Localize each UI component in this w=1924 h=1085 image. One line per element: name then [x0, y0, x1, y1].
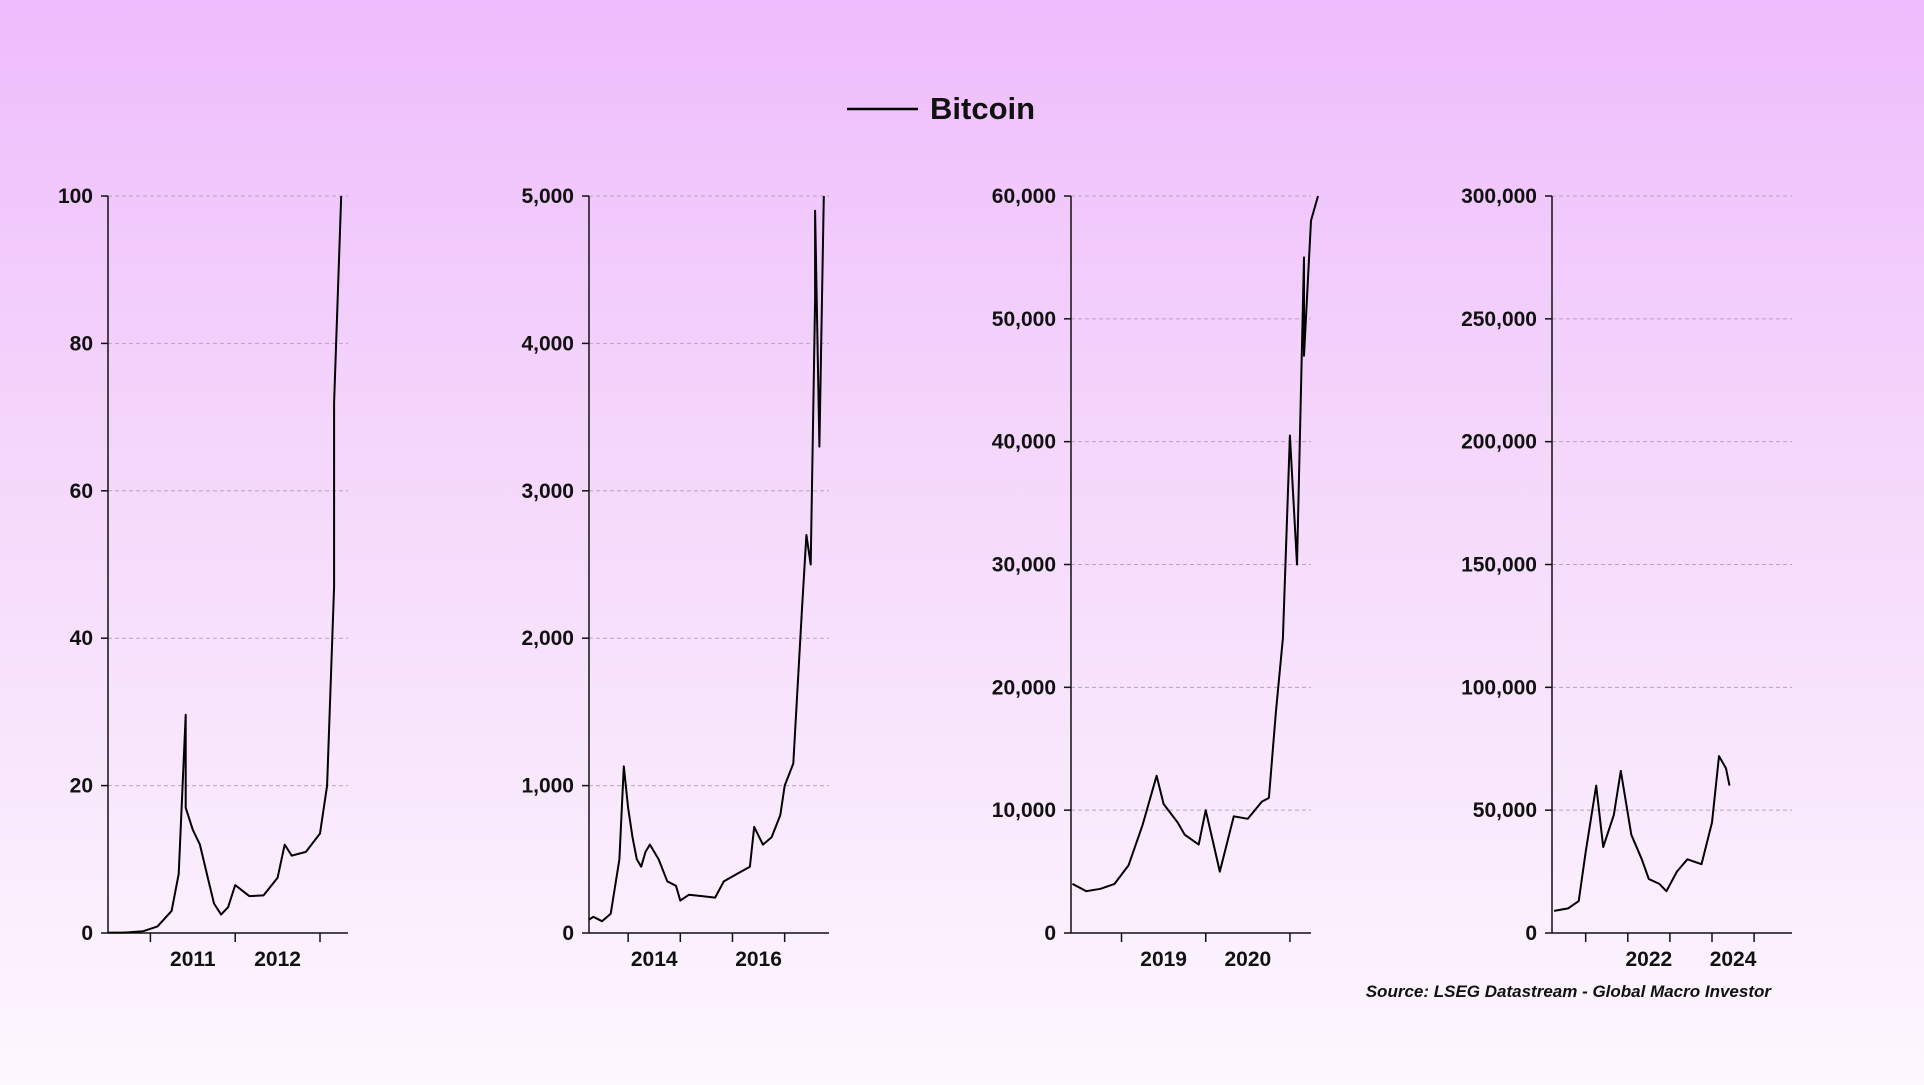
- y-tick-label: 0: [562, 922, 574, 945]
- series-line-bitcoin: [588, 195, 825, 923]
- y-tick-label: 200,000: [1461, 431, 1537, 454]
- x-tick-label: 2019: [1140, 948, 1187, 971]
- y-tick-label: 5,000: [521, 185, 574, 208]
- y-tick-label: 10,000: [992, 799, 1056, 822]
- y-tick-label: 250,000: [1461, 308, 1537, 331]
- y-tick-label: 4,000: [521, 332, 574, 355]
- x-tick-label: 2016: [735, 948, 782, 971]
- x-tick-label: 2022: [1625, 948, 1672, 971]
- x-tick-label: 2011: [170, 948, 216, 971]
- chart-panels: 0 20 40 60 80 100 2011 2012 0 1,000 2,000 3,000 4,00…: [58, 185, 1792, 971]
- series-line-bitcoin: [1553, 755, 1731, 912]
- y-tick-label: 40,000: [992, 431, 1056, 454]
- panel-2: 0 1,000 2,000 3,000 4,000 5,000 2014 2016: [521, 185, 829, 971]
- y-tick-label: 2,000: [521, 627, 574, 650]
- y-tick-label: 1,000: [521, 775, 574, 798]
- panel-3: 0 10,000 20,000 30,000 40,000 50,000 60,000 201…: [992, 185, 1319, 971]
- legend: Bitcoin: [847, 91, 1035, 126]
- y-tick-label: 50,000: [1473, 799, 1537, 822]
- y-tick-label: 20: [70, 775, 93, 798]
- y-tick-label: 100: [58, 185, 93, 208]
- y-tick-label: 300,000: [1461, 185, 1537, 208]
- panel-1: 0 20 40 60 80 100 2011 2012: [58, 185, 348, 971]
- y-tick-label: 30,000: [992, 554, 1056, 577]
- y-tick-label: 60: [70, 480, 93, 503]
- y-tick-label: 100,000: [1461, 676, 1537, 699]
- y-tick-label: 60,000: [992, 185, 1056, 208]
- source-note: Source: LSEG Datastream - Global Macro I…: [1366, 982, 1773, 1001]
- x-tick-label: 2012: [254, 948, 301, 971]
- legend-label: Bitcoin: [930, 91, 1035, 126]
- x-tick-label: 2020: [1224, 948, 1271, 971]
- y-tick-label: 0: [81, 922, 93, 945]
- x-tick-label: 2024: [1710, 948, 1757, 971]
- series-line-bitcoin: [1071, 195, 1319, 893]
- y-tick-label: 50,000: [992, 308, 1056, 331]
- y-tick-label: 3,000: [521, 480, 574, 503]
- y-tick-label: 20,000: [992, 676, 1056, 699]
- y-tick-label: 150,000: [1461, 554, 1537, 577]
- y-tick-label: 0: [1525, 922, 1537, 945]
- x-tick-label: 2014: [631, 948, 678, 971]
- y-tick-label: 80: [70, 332, 93, 355]
- panel-4: 0 50,000 100,000 150,000 200,000 250,000 300,0…: [1461, 185, 1792, 971]
- y-tick-label: 0: [1044, 922, 1056, 945]
- series-line-bitcoin: [108, 195, 343, 934]
- y-tick-label: 40: [70, 627, 93, 650]
